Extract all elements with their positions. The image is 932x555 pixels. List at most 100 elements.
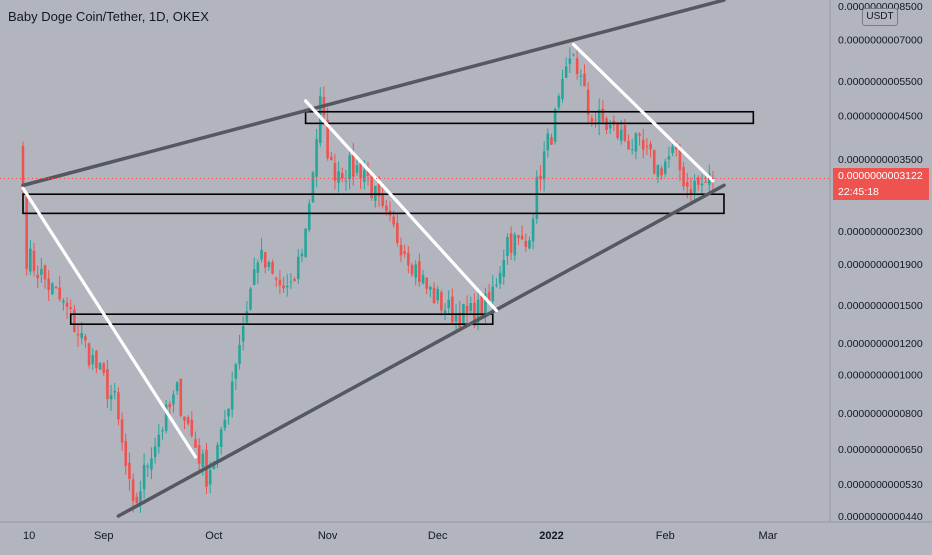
time-axis[interactable]: 10 Sep Oct Nov Dec 2022 Feb Mar — [23, 530, 778, 542]
candle-body — [274, 277, 278, 280]
candle-body — [245, 311, 249, 323]
candle-body — [491, 286, 495, 302]
candle-body — [359, 163, 362, 179]
candle-body — [208, 469, 212, 485]
candle-body — [425, 277, 428, 289]
candle-body — [168, 403, 172, 408]
candle-body — [623, 125, 627, 141]
candle-body — [131, 479, 135, 501]
candle-body — [671, 146, 674, 154]
candle-body — [348, 155, 351, 180]
candle-body — [315, 139, 318, 177]
candle-body — [289, 281, 293, 283]
candle-body — [432, 287, 436, 303]
candle-body — [337, 171, 340, 183]
candle-body — [700, 183, 704, 186]
candle-body — [502, 260, 506, 277]
trend-line — [571, 42, 715, 183]
candle-body — [385, 205, 388, 212]
candle-body — [561, 78, 564, 100]
price-axis-label: 0.0000000007000 — [838, 34, 923, 46]
candle-body — [476, 299, 480, 324]
support-resistance-zone — [304, 110, 755, 125]
candle-body — [318, 96, 322, 144]
candle-body — [553, 108, 557, 142]
candle-body — [447, 299, 451, 309]
candle-body — [120, 419, 124, 443]
candle-body — [146, 466, 150, 468]
candle-body — [557, 96, 561, 108]
candle-body — [436, 288, 440, 301]
candle-body — [392, 216, 395, 225]
candle-body — [62, 300, 65, 303]
candle-body — [73, 309, 76, 332]
support-resistance-zone — [69, 313, 494, 325]
candle-body — [249, 288, 252, 310]
candle-body — [418, 261, 421, 282]
candle-body — [682, 167, 685, 187]
candle-body — [40, 269, 43, 275]
candle-body — [597, 109, 601, 124]
candle-body — [660, 168, 663, 176]
candle-body — [238, 344, 241, 365]
candle-body — [263, 252, 267, 268]
time-axis-label: Nov — [318, 530, 338, 542]
candle-body — [370, 173, 373, 199]
candle-body — [689, 189, 693, 195]
candle-body — [649, 143, 652, 150]
candle-body — [164, 404, 168, 431]
candle-body — [524, 240, 528, 247]
countdown-label: 22:45:18 — [838, 186, 879, 198]
candle-body — [601, 108, 605, 122]
candle-body — [377, 183, 381, 197]
candle-body — [495, 284, 498, 286]
candle-body — [619, 129, 623, 141]
candle-body — [630, 149, 634, 151]
time-axis-label: 10 — [23, 530, 35, 542]
time-axis-label: Dec — [428, 530, 448, 542]
zones-layer — [22, 110, 755, 325]
candle-body — [403, 251, 406, 254]
candle-body — [652, 149, 656, 174]
candle-body — [95, 350, 98, 369]
candle-body — [175, 382, 179, 392]
candle-body — [480, 295, 484, 318]
candle-body — [98, 362, 102, 370]
candle-body — [153, 446, 157, 458]
channel-line-upper — [21, 0, 726, 188]
candle-body — [223, 419, 227, 429]
candle-body — [414, 264, 417, 278]
candle-body — [440, 292, 443, 311]
candle-body — [498, 272, 502, 284]
price-axis-label: 0.0000000000650 — [838, 444, 923, 456]
candle-body — [227, 408, 230, 417]
candle-body — [157, 434, 161, 447]
candle-body — [410, 264, 414, 275]
candle-body — [693, 180, 696, 193]
candle-body — [161, 430, 164, 432]
candle-body — [344, 180, 348, 182]
candle-body — [32, 250, 36, 272]
candle-body — [326, 119, 329, 159]
current-price-label: 0.0000000003122 — [838, 170, 923, 182]
candle-body — [531, 218, 535, 242]
candle-body — [172, 394, 175, 405]
candle-body — [645, 146, 649, 148]
candle-body — [29, 248, 32, 272]
candle-body — [506, 237, 509, 256]
candle-body — [109, 395, 113, 400]
candle-body — [539, 175, 542, 180]
candle-body — [102, 363, 106, 373]
candle-body — [572, 54, 575, 56]
currency-button[interactable]: USDT — [862, 8, 898, 26]
candle-body — [575, 58, 579, 75]
price-axis[interactable]: 0.0000000008500 0.0000000007000 0.00000000… — [838, 1, 923, 523]
candle-body — [484, 293, 487, 316]
candle-body — [546, 133, 550, 151]
candle-body — [374, 186, 377, 201]
candle-body — [117, 392, 120, 420]
candle-body — [80, 333, 84, 339]
candle-body — [186, 417, 190, 424]
candle-body — [36, 274, 39, 279]
